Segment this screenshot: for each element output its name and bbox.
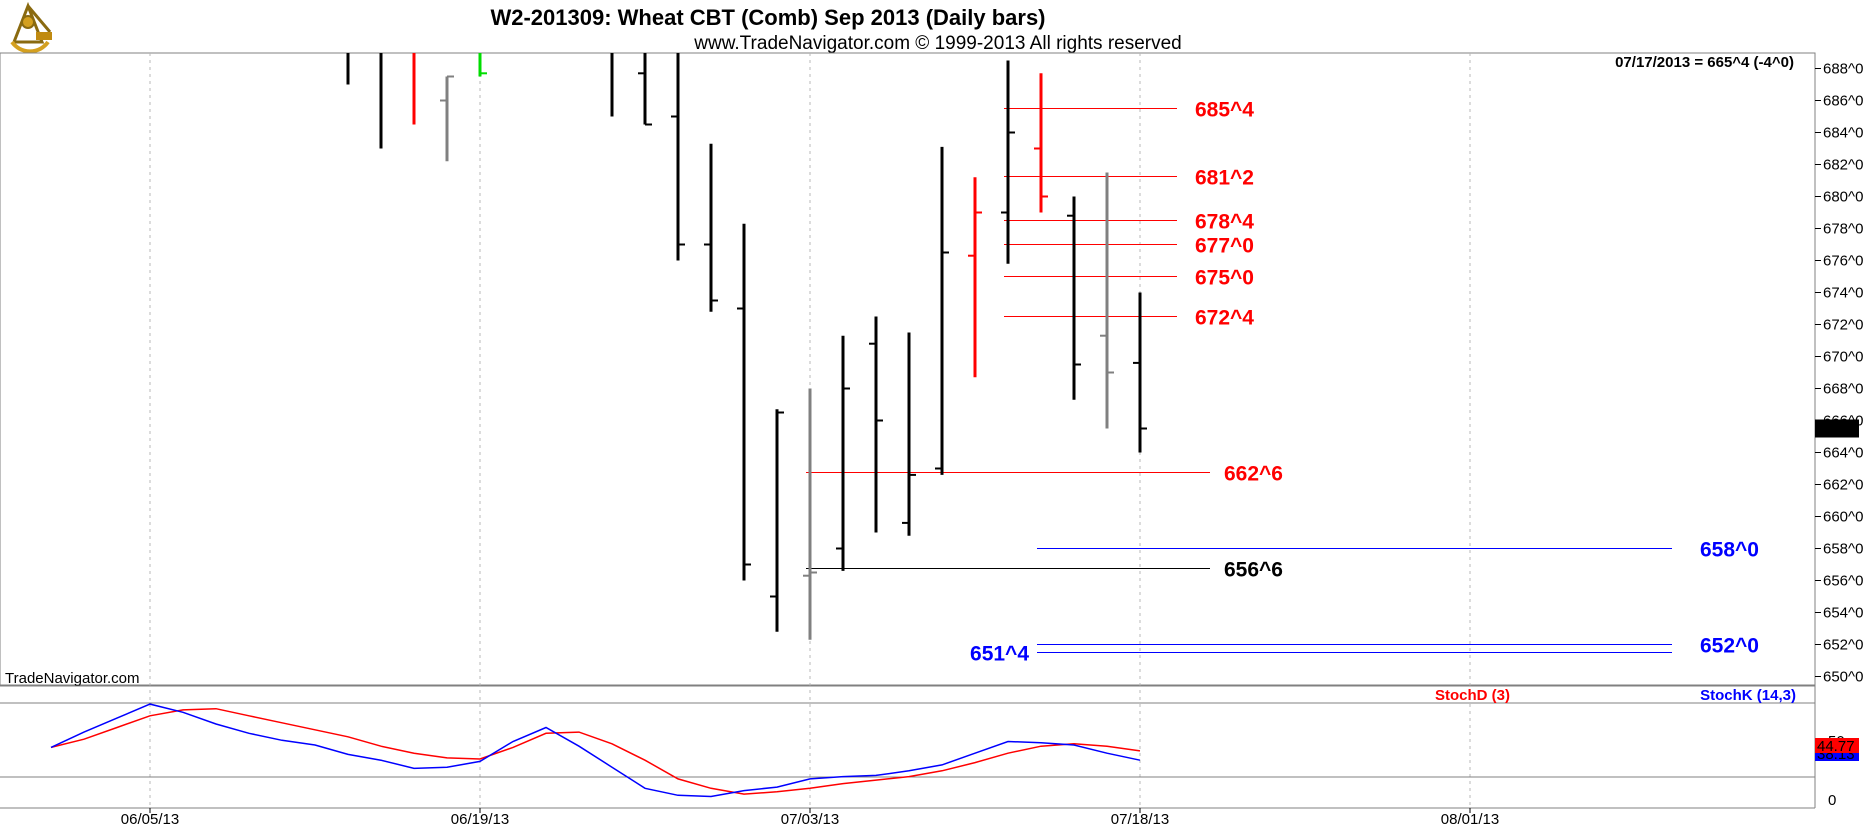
price-tick-label: 650^0	[1823, 669, 1863, 686]
date-tick-label: 06/05/13	[121, 811, 179, 828]
price-tick-label: 656^0	[1823, 573, 1863, 590]
level-label: 677^0	[1195, 235, 1254, 258]
price-tick-label: 672^0	[1823, 317, 1863, 334]
price-tick-label: 674^0	[1823, 285, 1863, 302]
level-label: 678^4	[1195, 211, 1254, 234]
chart-title: W2-201309: Wheat CBT (Comb) Sep 2013 (Da…	[490, 5, 1045, 30]
level-label: 681^2	[1195, 167, 1254, 190]
price-tick-label: 652^0	[1823, 637, 1863, 654]
ohlc-bar	[1133, 292, 1147, 453]
ohlc-bar	[968, 177, 982, 378]
date-tick-label: 07/03/13	[781, 811, 839, 828]
ohlc-bar	[1001, 60, 1015, 264]
ohlc-bar	[1067, 196, 1081, 400]
current-price-tag: 665^4	[1815, 419, 1859, 438]
quote-readout: 07/17/2013 = 665^4 (-4^0)	[1615, 54, 1794, 71]
ohlc-bar	[638, 53, 652, 126]
stoch-series-line	[50, 703, 1141, 798]
stochastic-panel	[50, 703, 1141, 798]
ohlc-bar	[1034, 73, 1048, 213]
ohlc-bar	[902, 332, 916, 536]
level-label: 675^0	[1195, 267, 1254, 290]
level-label: 658^0	[1700, 539, 1759, 562]
stoch-tick-0: 0	[1828, 792, 1836, 809]
ohlc-bar	[704, 143, 718, 312]
ohlc-bar	[478, 53, 487, 77]
date-tick-label: 07/18/13	[1111, 811, 1169, 828]
price-tick-label: 676^0	[1823, 253, 1863, 270]
price-axis: 650^0 652^0 654^0 656^0 658^0 660^0 662^0 664^0…	[1815, 61, 1863, 686]
level-label: 651^4	[970, 643, 1029, 666]
price-tick-label: 658^0	[1823, 541, 1863, 558]
ohlc-bar	[803, 388, 817, 640]
level-label: 672^4	[1195, 307, 1254, 330]
date-axis: 06/05/13 06/19/13 07/03/13 07/18/13 08/01/13	[121, 808, 1499, 828]
watermark-text: TradeNavigator.com	[5, 670, 140, 687]
price-tick-label: 654^0	[1823, 605, 1863, 622]
price-tick-label: 678^0	[1823, 221, 1863, 238]
price-tick-label: 688^0	[1823, 61, 1863, 78]
price-tick-label: 686^0	[1823, 93, 1863, 110]
price-tick-label: 664^0	[1823, 445, 1863, 462]
stochd-value: 44.77	[1817, 738, 1855, 755]
price-tick-label: 684^0	[1823, 125, 1863, 142]
stochd-legend: StochD (3)	[1435, 687, 1510, 704]
ohlc-bar	[770, 409, 784, 632]
ohlc-bar	[440, 75, 454, 162]
ohlc-bar	[836, 335, 850, 571]
ohlc-bar	[869, 316, 883, 533]
stochk-legend: StochK (14,3)	[1700, 687, 1796, 704]
price-tick-label: 660^0	[1823, 509, 1863, 526]
current-price-label: 665^4	[1817, 421, 1857, 438]
ohlc-bar	[737, 223, 751, 581]
price-tick-label: 680^0	[1823, 189, 1863, 206]
level-label: 662^6	[1224, 463, 1283, 486]
price-tick-label: 662^0	[1823, 477, 1863, 494]
ohlc-bar	[671, 53, 685, 261]
price-tick-label: 668^0	[1823, 381, 1863, 398]
price-tick-label: 670^0	[1823, 349, 1863, 366]
price-bars	[346, 53, 1147, 640]
level-label: 685^4	[1195, 99, 1254, 122]
ohlc-bar	[1100, 172, 1114, 429]
copyright-text: www.TradeNavigator.com © 1999-2013 All r…	[693, 33, 1181, 54]
date-tick-label: 06/19/13	[451, 811, 509, 828]
sextant-logo-icon	[10, 1, 52, 54]
ohlc-bar	[935, 146, 949, 475]
date-tick-label: 08/01/13	[1441, 811, 1499, 828]
level-label: 652^0	[1700, 635, 1759, 658]
stoch-value-tags: 38.13 44.77	[1815, 738, 1859, 763]
stoch-series-line	[50, 707, 1141, 795]
level-label: 656^6	[1224, 559, 1283, 582]
price-tick-label: 682^0	[1823, 157, 1863, 174]
